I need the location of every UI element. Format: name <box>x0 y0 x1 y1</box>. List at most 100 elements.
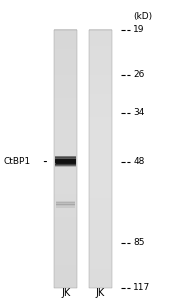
Bar <box>54 36 77 40</box>
Bar <box>89 36 112 40</box>
Bar <box>89 46 112 49</box>
Bar <box>89 29 112 33</box>
Bar <box>54 191 77 194</box>
Bar <box>89 110 112 114</box>
Bar <box>54 265 77 269</box>
Bar <box>54 129 77 133</box>
Bar <box>54 113 77 117</box>
Bar <box>55 156 76 157</box>
Bar <box>89 65 112 69</box>
Bar <box>54 242 77 246</box>
Bar <box>54 146 77 149</box>
Bar <box>55 161 76 162</box>
Bar <box>89 74 112 78</box>
Bar <box>54 29 77 33</box>
Bar <box>54 136 77 140</box>
Bar <box>89 242 112 246</box>
Bar <box>54 220 77 224</box>
Bar <box>89 255 112 259</box>
Bar <box>54 223 77 227</box>
Bar <box>89 188 112 191</box>
Bar <box>54 207 77 211</box>
Bar <box>89 103 112 107</box>
Bar <box>89 58 112 62</box>
Bar <box>54 149 77 152</box>
Bar <box>54 162 77 166</box>
Bar <box>56 203 75 204</box>
Bar <box>56 201 75 202</box>
Bar <box>54 68 77 72</box>
Bar <box>89 252 112 256</box>
Bar <box>56 204 75 205</box>
Bar <box>54 262 77 266</box>
Bar <box>55 164 76 165</box>
Bar <box>55 155 76 156</box>
Bar <box>89 217 112 220</box>
Bar <box>54 65 77 69</box>
Bar <box>89 229 112 233</box>
Bar <box>54 236 77 240</box>
Bar <box>54 274 77 278</box>
Bar <box>89 236 112 240</box>
Bar <box>54 133 77 136</box>
Bar <box>89 178 112 182</box>
Bar <box>54 249 77 253</box>
Bar <box>54 100 77 104</box>
Bar <box>54 165 77 169</box>
Bar <box>54 200 77 204</box>
Bar <box>89 126 112 130</box>
Bar <box>54 175 77 178</box>
Bar <box>56 205 75 206</box>
Bar <box>54 217 77 220</box>
Bar <box>89 52 112 56</box>
Bar <box>89 165 112 169</box>
Bar <box>54 284 77 288</box>
Bar <box>54 181 77 185</box>
Bar <box>89 171 112 175</box>
Bar <box>89 87 112 91</box>
Bar <box>54 55 77 59</box>
Bar <box>89 100 112 104</box>
Bar <box>89 107 112 111</box>
Bar <box>55 165 76 166</box>
Bar <box>54 61 77 65</box>
Text: 117: 117 <box>133 284 151 292</box>
Text: CtBP1: CtBP1 <box>3 157 31 166</box>
Bar <box>89 184 112 188</box>
Bar <box>54 91 77 94</box>
Bar <box>89 91 112 94</box>
Bar <box>55 163 76 164</box>
Bar <box>55 156 76 157</box>
Bar <box>89 146 112 149</box>
Bar <box>54 158 77 162</box>
Bar <box>54 74 77 78</box>
Text: JK: JK <box>61 287 70 298</box>
Bar <box>54 271 77 275</box>
Bar <box>54 178 77 182</box>
Bar <box>89 232 112 236</box>
Text: JK: JK <box>96 287 105 298</box>
Bar <box>89 239 112 243</box>
Bar <box>89 194 112 198</box>
Bar <box>54 30 77 288</box>
Text: 26: 26 <box>133 70 145 79</box>
Bar <box>89 162 112 166</box>
Bar <box>89 210 112 214</box>
Bar <box>54 226 77 230</box>
Bar <box>55 162 76 163</box>
Bar <box>89 55 112 59</box>
Bar <box>55 160 76 161</box>
Bar <box>54 52 77 56</box>
Bar <box>54 110 77 114</box>
Bar <box>54 81 77 85</box>
Bar <box>55 160 76 161</box>
Bar <box>55 158 76 159</box>
Bar <box>54 107 77 111</box>
Bar <box>56 207 75 208</box>
Text: 48: 48 <box>133 157 145 166</box>
Text: 85: 85 <box>133 238 145 247</box>
Bar <box>54 123 77 127</box>
Bar <box>54 103 77 107</box>
Bar <box>89 71 112 75</box>
Bar <box>89 94 112 98</box>
